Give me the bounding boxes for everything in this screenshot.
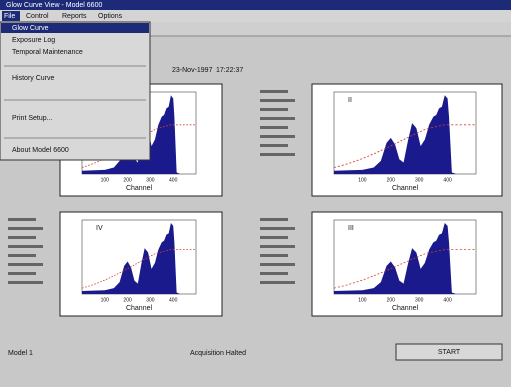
menu-item[interactable]: Control	[26, 13, 49, 20]
x-axis-label: Channel	[126, 305, 153, 312]
info-line	[260, 245, 295, 248]
start-button[interactable]	[395, 343, 503, 361]
x-axis-label: Channel	[126, 185, 153, 192]
info-line	[8, 281, 43, 284]
info-line	[260, 218, 288, 221]
info-line	[260, 144, 288, 147]
start-button-label[interactable]: START	[438, 349, 461, 356]
x-tick-label: 400	[169, 297, 178, 303]
x-tick-label: 300	[146, 297, 155, 303]
x-tick-label: 100	[358, 177, 367, 183]
info-line	[8, 272, 36, 275]
info-line	[8, 263, 43, 266]
panel-label: IV	[96, 225, 103, 232]
info-line	[8, 218, 36, 221]
glow-curve-panel: II 100 200 300 400 Channel	[260, 83, 503, 197]
x-tick-label: 100	[358, 297, 367, 303]
info-line	[260, 272, 288, 275]
x-tick-label: 200	[123, 297, 132, 303]
x-tick-label: 200	[387, 177, 396, 183]
menu-highlight	[2, 11, 20, 21]
info-line	[8, 254, 36, 257]
header-date: 23-Nov-1997	[172, 67, 213, 74]
info-line	[8, 245, 43, 248]
x-tick-label: 200	[387, 297, 396, 303]
panel-label: II	[348, 97, 352, 104]
menu-item[interactable]: File	[4, 13, 15, 20]
info-line	[260, 135, 295, 138]
info-line	[260, 108, 288, 111]
dropdown-item[interactable]: Glow Curve	[12, 25, 49, 32]
x-tick-label: 300	[415, 177, 424, 183]
dropdown-item[interactable]: Print Setup...	[12, 115, 53, 122]
menu-item[interactable]: Reports	[62, 13, 87, 20]
status-center: Acquisition Halted	[190, 350, 246, 357]
x-tick-label: 300	[146, 177, 155, 183]
status-left: Model 1	[8, 350, 33, 357]
menu-bar	[0, 10, 511, 22]
info-line	[260, 254, 288, 257]
dropdown-item[interactable]: About Model 6600	[12, 147, 69, 154]
glow-curve-panel: IV 100 200 300 400 Channel	[8, 211, 223, 317]
info-line	[8, 236, 36, 239]
x-axis-label: Channel	[392, 185, 419, 192]
info-line	[260, 263, 295, 266]
dropdown-item[interactable]: Exposure Log	[12, 37, 55, 44]
info-line	[260, 236, 288, 239]
x-tick-label: 100	[101, 177, 110, 183]
x-tick-label: 200	[123, 177, 132, 183]
dropdown-item[interactable]: Temporal Maintenance	[12, 49, 83, 56]
panel-label: III	[348, 225, 354, 232]
info-line	[260, 117, 295, 120]
dropdown-highlight	[1, 23, 149, 33]
x-tick-label: 300	[415, 297, 424, 303]
x-axis-label: Channel	[392, 305, 419, 312]
header-time: 17:22:37	[216, 67, 243, 74]
dropdown	[0, 21, 151, 161]
info-line	[260, 126, 288, 129]
x-tick-label: 400	[443, 297, 452, 303]
info-line	[260, 227, 295, 230]
x-tick-label: 100	[101, 297, 110, 303]
x-tick-label: 400	[169, 177, 178, 183]
info-line	[260, 153, 295, 156]
title-bar	[0, 0, 511, 10]
dropdown-item[interactable]: History Curve	[12, 75, 55, 82]
window-title: Glow Curve View - Model 6600	[6, 2, 102, 9]
info-line	[260, 90, 288, 93]
menus: File Control Reports Options Glow Curve Expos…	[0, 11, 151, 161]
glow-curve-panel: III 100 200 300 400 Channel	[260, 211, 503, 317]
x-tick-label: 400	[443, 177, 452, 183]
info-line	[260, 281, 295, 284]
info-line	[260, 99, 295, 102]
menu-item[interactable]: Options	[98, 13, 123, 20]
info-line	[8, 227, 43, 230]
